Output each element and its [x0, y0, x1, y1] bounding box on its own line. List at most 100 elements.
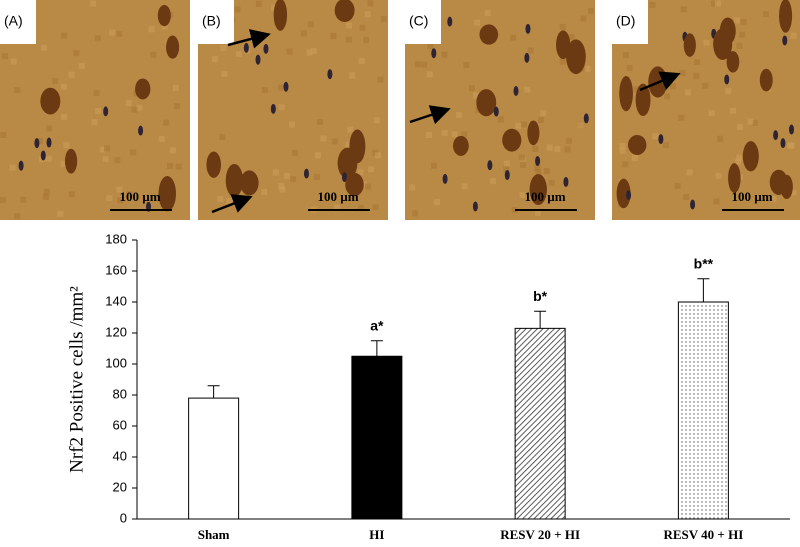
texture: [739, 31, 746, 38]
texture: [316, 119, 323, 126]
texture: [9, 164, 16, 171]
x-tick-label: RESV 20 + HI: [500, 527, 580, 542]
texture: [564, 146, 571, 153]
texture: [46, 125, 53, 132]
texture: [633, 86, 640, 93]
cell: [255, 54, 261, 65]
texture: [426, 131, 433, 138]
texture: [678, 114, 685, 121]
texture: [78, 63, 85, 70]
label-bg: [198, 0, 234, 44]
y-tick-label: 100: [105, 355, 127, 370]
texture: [559, 58, 566, 65]
micrograph: (C) 100 µm: [405, 0, 595, 220]
texture: [468, 85, 475, 92]
texture: [568, 34, 575, 41]
texture: [300, 30, 307, 37]
texture: [540, 110, 547, 117]
error-bar: [207, 385, 220, 399]
texture: [365, 183, 372, 190]
cell: [493, 106, 499, 117]
texture: [511, 206, 518, 213]
cell: [769, 169, 788, 195]
texture: [702, 82, 709, 89]
texture: [535, 169, 542, 176]
texture: [363, 37, 370, 44]
texture: [751, 119, 758, 126]
texture: [130, 149, 137, 156]
texture: [737, 123, 744, 130]
texture: [735, 158, 742, 165]
cell: [64, 148, 78, 174]
texture: [333, 204, 340, 211]
cell: [690, 199, 696, 210]
texture: [148, 26, 155, 33]
texture: [262, 87, 269, 94]
texture: [715, 172, 722, 179]
texture: [461, 131, 468, 138]
annotation: b*: [533, 288, 548, 304]
texture: [427, 43, 434, 50]
texture: [559, 23, 566, 30]
cell: [158, 175, 177, 212]
texture: [730, 107, 737, 114]
texture: [548, 179, 555, 186]
texture: [126, 191, 133, 198]
cell: [453, 135, 469, 156]
texture: [163, 119, 170, 126]
texture: [172, 84, 179, 91]
texture: [175, 163, 182, 170]
cell: [502, 128, 522, 152]
texture: [580, 15, 587, 22]
texture: [377, 76, 384, 83]
cell: [135, 78, 151, 100]
texture: [762, 11, 769, 18]
texture: [255, 0, 262, 7]
texture: [261, 188, 268, 195]
micrograph: (A) 100 µm: [0, 0, 190, 220]
texture: [373, 117, 380, 124]
texture: [584, 65, 591, 72]
texture: [430, 162, 437, 169]
texture: [161, 23, 168, 30]
texture: [577, 122, 584, 129]
texture: [747, 118, 754, 125]
texture: [474, 19, 481, 26]
texture: [497, 116, 504, 123]
texture: [320, 135, 327, 142]
texture: [286, 48, 293, 55]
texture: [662, 142, 669, 149]
texture: [219, 134, 226, 141]
x-tick-label: RESV 40 + HI: [663, 527, 743, 542]
texture: [652, 133, 659, 140]
cell: [46, 137, 52, 148]
cell: [337, 147, 358, 179]
texture: [43, 188, 50, 195]
texture: [770, 195, 777, 202]
cell: [138, 125, 144, 136]
texture: [217, 195, 224, 202]
texture: [375, 152, 382, 159]
scale-label: 100 µm: [524, 189, 565, 204]
texture: [125, 100, 132, 107]
y-tick-label: 60: [113, 417, 127, 432]
texture: [313, 173, 320, 180]
texture: [441, 51, 448, 58]
label-bg: [405, 0, 441, 44]
y-axis-label: Nrf2 Positive cells /mm²: [66, 286, 87, 473]
texture: [441, 130, 448, 137]
texture: [546, 144, 553, 151]
texture: [45, 155, 52, 162]
texture: [733, 17, 740, 24]
y-tick-label: 80: [113, 386, 127, 401]
cell: [583, 113, 589, 124]
texture: [272, 169, 279, 176]
texture: [212, 56, 219, 63]
cell: [303, 168, 309, 179]
texture: [703, 39, 710, 46]
texture: [131, 106, 138, 113]
texture: [331, 138, 338, 145]
texture: [102, 156, 109, 163]
texture: [503, 166, 510, 173]
